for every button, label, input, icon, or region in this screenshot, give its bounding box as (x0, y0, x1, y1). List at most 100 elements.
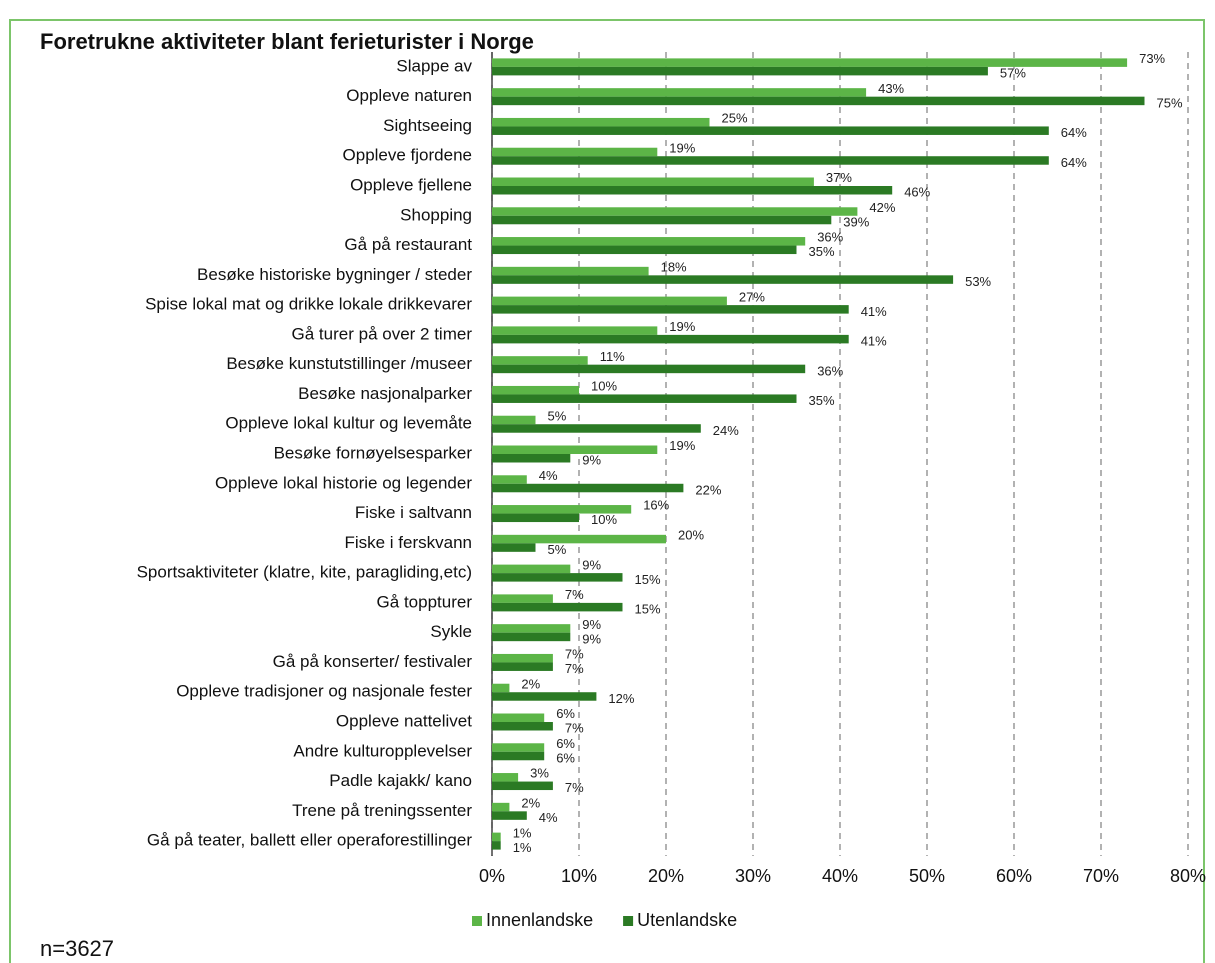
bar (492, 177, 814, 186)
category-label: Slappe av (396, 56, 472, 75)
bar (492, 602, 623, 612)
bar (492, 305, 849, 314)
bar (492, 573, 623, 582)
value-label: 5% (548, 408, 567, 423)
category-label: Spise lokal mat og drikke lokale drikkev… (145, 295, 472, 314)
category-label: Besøke fornøyelsesparker (274, 443, 473, 462)
value-label: 1% (513, 840, 532, 855)
value-label: 19% (669, 319, 695, 334)
value-label: 3% (530, 766, 549, 781)
value-label: 6% (556, 750, 575, 765)
bar (492, 424, 701, 433)
bar (492, 454, 571, 463)
bar (492, 653, 553, 663)
category-label: Besøke kunstutstillinger /museer (226, 354, 472, 373)
bar (492, 781, 553, 791)
value-label: 1% (513, 825, 532, 840)
value-label: 15% (635, 602, 661, 617)
category-label: Gå turer på over 2 timer (292, 324, 473, 343)
value-label: 75% (1157, 95, 1183, 110)
x-tick-label: 0% (479, 866, 505, 886)
value-label: 25% (722, 111, 748, 126)
bar (492, 751, 545, 761)
bar (492, 841, 501, 850)
bar (492, 385, 579, 395)
value-label: 7% (565, 647, 584, 662)
bar (492, 58, 1128, 67)
bar (492, 513, 579, 523)
value-label: 37% (826, 170, 852, 185)
bar (492, 445, 658, 454)
value-label: 7% (565, 721, 584, 736)
value-label: 43% (878, 81, 904, 96)
x-tick-label: 30% (735, 866, 771, 886)
value-label: 36% (817, 230, 843, 245)
note: n=3627 (40, 936, 114, 961)
bar (492, 245, 797, 255)
value-label: 4% (539, 810, 558, 825)
category-label: Andre kulturopplevelser (293, 741, 472, 760)
value-label: 15% (635, 572, 661, 587)
category-label: Sykle (430, 622, 472, 641)
value-label: 57% (1000, 66, 1026, 81)
value-label: 18% (661, 260, 687, 275)
bar (492, 207, 858, 216)
bar (492, 564, 571, 574)
bar (492, 364, 806, 374)
bar (492, 415, 536, 425)
value-label: 2% (521, 796, 540, 811)
category-label: Shopping (400, 205, 472, 224)
value-label: 36% (817, 363, 843, 378)
category-label: Besøke nasjonalparker (298, 384, 472, 403)
bar (492, 66, 988, 76)
category-label: Sightseeing (383, 116, 472, 135)
value-label: 7% (565, 661, 584, 676)
bar (492, 594, 553, 603)
category-label: Fiske i saltvann (355, 503, 472, 522)
bar (492, 266, 649, 276)
legend-label: Innenlandske (486, 910, 593, 930)
value-label: 46% (904, 185, 930, 200)
category-label: Oppleve nattelivet (336, 711, 472, 730)
category-label: Oppleve naturen (346, 86, 472, 105)
x-tick-label: 50% (909, 866, 945, 886)
value-label: 9% (582, 557, 601, 572)
value-label: 2% (521, 676, 540, 691)
category-label: Oppleve lokal kultur og levemåte (225, 414, 472, 433)
bar (492, 632, 571, 642)
bar (492, 147, 658, 157)
x-tick-label: 40% (822, 866, 858, 886)
category-label: Gå på restaurant (344, 235, 472, 254)
value-label: 24% (713, 423, 739, 438)
bar (492, 662, 553, 671)
value-label: 73% (1139, 51, 1165, 66)
value-label: 9% (582, 631, 601, 646)
value-label: 11% (600, 349, 625, 364)
bar (492, 88, 867, 97)
value-label: 5% (548, 542, 567, 557)
bar (492, 186, 893, 195)
value-label: 6% (556, 706, 575, 721)
category-label: Oppleve tradisjoner og nasjonale fester (176, 682, 472, 701)
bar (492, 683, 510, 693)
bar (492, 237, 806, 246)
value-label: 64% (1061, 125, 1087, 140)
category-label: Besøke historiske bygninger / steder (197, 265, 472, 284)
value-label: 39% (843, 214, 869, 229)
value-label: 35% (809, 244, 835, 259)
x-tick-label: 10% (561, 866, 597, 886)
category-label: Trene på treningssenter (292, 801, 472, 820)
x-tick-label: 60% (996, 866, 1032, 886)
value-label: 22% (695, 482, 721, 497)
value-label: 6% (556, 736, 575, 751)
value-label: 7% (565, 780, 584, 795)
category-label: Oppleve fjordene (343, 146, 472, 165)
bar (492, 505, 632, 514)
value-label: 16% (643, 498, 669, 513)
bar (492, 475, 527, 484)
value-label: 7% (565, 587, 584, 602)
legend-label: Utenlandske (637, 910, 737, 930)
value-label: 41% (861, 304, 887, 319)
category-label: Gå på teater, ballett eller operaforesti… (147, 831, 472, 850)
value-label: 35% (809, 393, 835, 408)
